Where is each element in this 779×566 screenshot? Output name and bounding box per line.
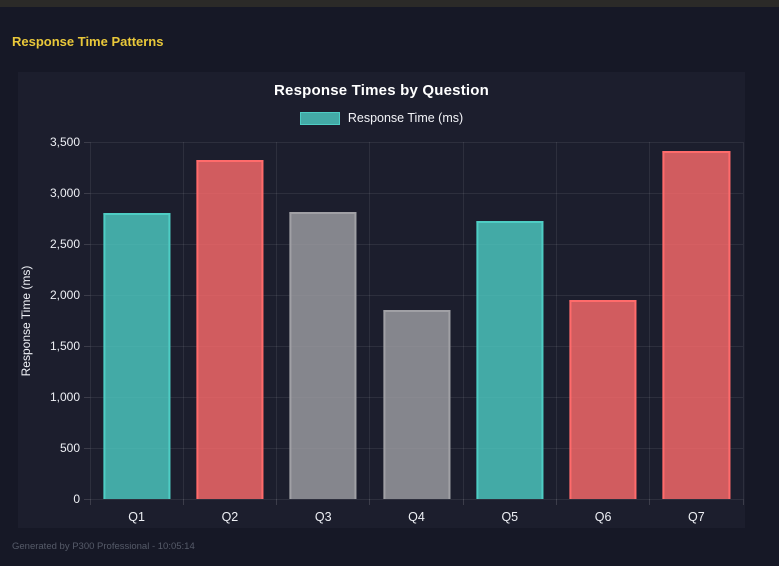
bar-q4[interactable] — [382, 310, 451, 499]
x-tick-mark — [742, 499, 744, 505]
y-tick-label: 0 — [73, 492, 80, 506]
plot-area: 0 500 1,000 1,500 2,000 2,500 3,000 3,500 — [50, 135, 744, 506]
legend-swatch — [299, 111, 340, 125]
x-gridline — [555, 142, 557, 499]
y-tick-label: 2,500 — [49, 237, 80, 251]
bar-q6[interactable] — [569, 300, 637, 499]
y-gridline — [90, 244, 743, 245]
y-tick-label: 1,000 — [49, 390, 80, 404]
x-gridline — [649, 142, 651, 499]
x-gridline — [462, 142, 464, 499]
x-axis-labels: Q1 Q2 Q3 Q4 Q5 Q6 Q7 — [90, 499, 743, 529]
y-tick-mark — [84, 244, 90, 245]
y-tick-mark — [84, 193, 90, 194]
x-tick-label-q7: Q7 — [688, 510, 705, 524]
chart-title: Response Times by Question — [274, 82, 489, 99]
x-gridline — [276, 142, 278, 499]
y-tick-mark — [84, 295, 90, 296]
x-gridline — [182, 142, 184, 499]
x-gridline — [89, 142, 91, 499]
footer-note: Generated by P300 Professional - 10:05:1… — [12, 541, 195, 552]
bar-q7[interactable] — [662, 151, 730, 499]
y-tick-label: 1,500 — [49, 339, 80, 353]
y-tick-label: 3,000 — [49, 186, 80, 200]
x-gridline — [742, 142, 744, 499]
x-tick-label-q5: Q5 — [501, 510, 519, 524]
page-title: Response Time Patterns — [12, 34, 164, 49]
x-tick-label-q3: Q3 — [314, 510, 332, 524]
x-gridline — [369, 142, 371, 499]
x-tick-mark — [369, 499, 371, 505]
chart-panel: Response Times by Question Response Time… — [18, 72, 745, 528]
legend-label: Response Time (ms) — [347, 111, 464, 125]
y-gridline — [90, 499, 743, 500]
x-tick-mark — [182, 499, 184, 505]
x-tick-label-q1: Q1 — [128, 510, 145, 524]
y-tick-mark — [84, 346, 90, 347]
x-tick-mark — [89, 499, 91, 505]
y-gridline — [90, 193, 743, 194]
bar-q3[interactable] — [289, 211, 357, 499]
bar-q5[interactable] — [476, 220, 544, 499]
y-tick-mark — [84, 448, 90, 449]
y-tick-mark — [84, 397, 90, 398]
bar-q2[interactable] — [196, 159, 264, 499]
y-tick-label: 500 — [59, 441, 80, 455]
y-tick-label: 2,000 — [49, 288, 80, 302]
x-tick-label-q6: Q6 — [594, 510, 612, 524]
bar-q1[interactable] — [103, 212, 171, 499]
y-tick-mark — [84, 499, 90, 500]
y-tick-label: 3,500 — [49, 135, 80, 149]
x-tick-mark — [649, 499, 651, 505]
x-tick-mark — [555, 499, 557, 505]
x-tick-mark — [462, 499, 464, 505]
window-top-strip — [0, 0, 779, 7]
x-tick-mark — [276, 499, 278, 505]
chart-legend[interactable]: Response Time (ms) — [18, 111, 745, 125]
y-tick-mark — [84, 142, 90, 143]
y-gridline — [90, 295, 743, 296]
y-axis-title: Response Time (ms) — [19, 265, 33, 377]
x-tick-label-q2: Q2 — [221, 510, 239, 524]
x-tick-label-q4: Q4 — [408, 510, 425, 524]
y-gridline — [90, 142, 743, 143]
